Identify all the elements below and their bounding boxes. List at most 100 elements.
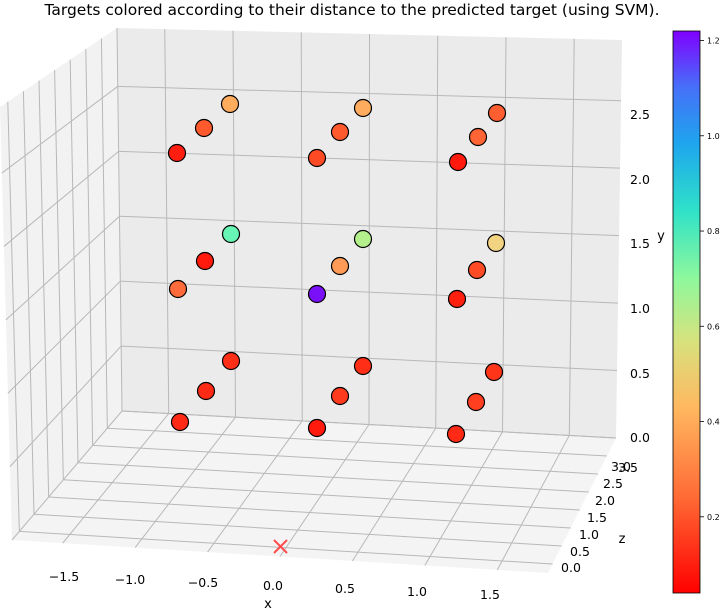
z-gridline-floor [77, 462, 589, 493]
y-gridline-wall [117, 85, 622, 102]
y-gridline-wall [121, 345, 618, 372]
y-tick-label: 0.5 [630, 366, 650, 381]
z-gridline-left [116, 27, 123, 412]
y-gridline-wall [118, 150, 621, 169]
target-point [307, 148, 327, 168]
x-gridline-wall [435, 35, 439, 429]
x-tick-label: −1.5 [49, 569, 79, 584]
target-point [307, 284, 327, 304]
z-gridline-floor [107, 427, 607, 457]
x-gridline-floor [352, 427, 437, 562]
target-point [487, 103, 507, 123]
floor-pane [12, 411, 616, 573]
z-gridline-left [85, 49, 94, 446]
y-tick-label: 2.0 [630, 172, 650, 187]
z-tick-label: 0.0 [561, 560, 581, 575]
colorbar-tick-label: 0.6 [707, 322, 720, 331]
x-gridline-floor [279, 424, 370, 557]
x-axis-ticks: −1.5 −1.0 −0.5 0.0 0.5 1.0 1.5 [49, 569, 500, 602]
target-point [484, 362, 504, 382]
target-point [353, 229, 373, 249]
x-gridline-floor [207, 420, 303, 553]
target-point [221, 351, 241, 371]
target-point [353, 356, 373, 376]
target-point [446, 424, 466, 444]
z-tick-label: 1.5 [587, 510, 607, 525]
colorbar-gradient [672, 30, 701, 594]
y-tick-label: 1.0 [630, 301, 650, 316]
colorbar-tick-label: 0.8 [707, 227, 720, 236]
data-points [167, 94, 507, 444]
x-tick-label: −1.0 [115, 572, 145, 587]
z-tick-label: 0.5 [570, 544, 590, 559]
z-axis-ticks: 0.00.5 1.0 1.5 2.0 2.5 3.03.5 [561, 459, 638, 575]
target-point [167, 143, 187, 163]
z-gridline-floor [63, 479, 580, 511]
z-gridline-left [100, 38, 108, 429]
colorbar: 0.2 0.4 0.6 0.8 1.0 1.2 [672, 30, 720, 594]
z-gridline-left [22, 91, 35, 515]
y-gridline-left [11, 410, 123, 541]
z-gridline-left [38, 80, 50, 498]
x-gridline-floor [134, 416, 236, 548]
z-gridline-left [69, 59, 79, 463]
z-gridline-floor [33, 513, 562, 547]
y-gridline-left [1, 86, 119, 174]
x-gridline-wall [502, 37, 507, 432]
z-gridline-floor [19, 530, 553, 565]
y-tick-label: 0.0 [630, 430, 650, 445]
target-point [194, 118, 214, 138]
y-gridline-wall [119, 215, 620, 237]
x-gridline-wall [300, 32, 303, 421]
target-point [466, 392, 486, 412]
x-tick-label: 1.0 [407, 584, 427, 599]
y-gridline-left [9, 345, 122, 467]
colorbar-tick-label: 1.0 [707, 132, 720, 141]
colorbar-tick-label: 0.2 [707, 513, 720, 522]
target-point [467, 260, 487, 280]
x-tick-label: 1.5 [480, 587, 500, 602]
z-tick-label: 3.0 [611, 459, 631, 474]
x-gridline-wall [232, 30, 236, 418]
target-point [447, 289, 467, 309]
left-pane [0, 28, 122, 540]
target-point [221, 224, 241, 244]
y-tick-label: 2.5 [630, 107, 650, 122]
target-point [195, 251, 215, 271]
x-gridline-wall [568, 38, 575, 436]
predicted-target-marker [273, 539, 288, 554]
z-axis-label: z [619, 532, 626, 547]
target-point [486, 233, 506, 253]
target-point [196, 381, 216, 401]
x-axis-label: x [264, 597, 272, 610]
target-point [353, 98, 373, 118]
target-point [330, 386, 350, 406]
x-gridline-floor [496, 435, 570, 571]
x-gridline-wall [164, 29, 170, 414]
x-tick-label: 0.0 [263, 578, 283, 593]
chart-title: Targets colored according to their dista… [43, 1, 659, 19]
z-gridline-left [54, 70, 64, 480]
x-gridline-floor [62, 413, 170, 544]
z-gridline-floor [48, 496, 571, 529]
target-point [170, 412, 190, 432]
y-axis-label: y [657, 229, 665, 244]
target-point [468, 127, 488, 147]
y-gridline-left [5, 215, 120, 321]
z-tick-label: 1.0 [579, 527, 599, 542]
target-point [220, 94, 240, 114]
target-point [448, 152, 468, 172]
target-point [168, 279, 188, 299]
z-gridline-floor [92, 444, 598, 475]
z-tick-label: 2.5 [603, 476, 623, 491]
x-gridline-floor [424, 431, 503, 566]
colorbar-ticks: 0.2 0.4 0.6 0.8 1.0 1.2 [700, 37, 720, 522]
target-point [330, 256, 350, 276]
target-point [307, 418, 327, 438]
z-tick-label: 2.0 [595, 493, 615, 508]
z-gridline-left [7, 101, 20, 532]
y-gridline-left [3, 150, 119, 247]
y-gridline-left [7, 280, 121, 394]
y-gridline-wall [120, 280, 619, 304]
